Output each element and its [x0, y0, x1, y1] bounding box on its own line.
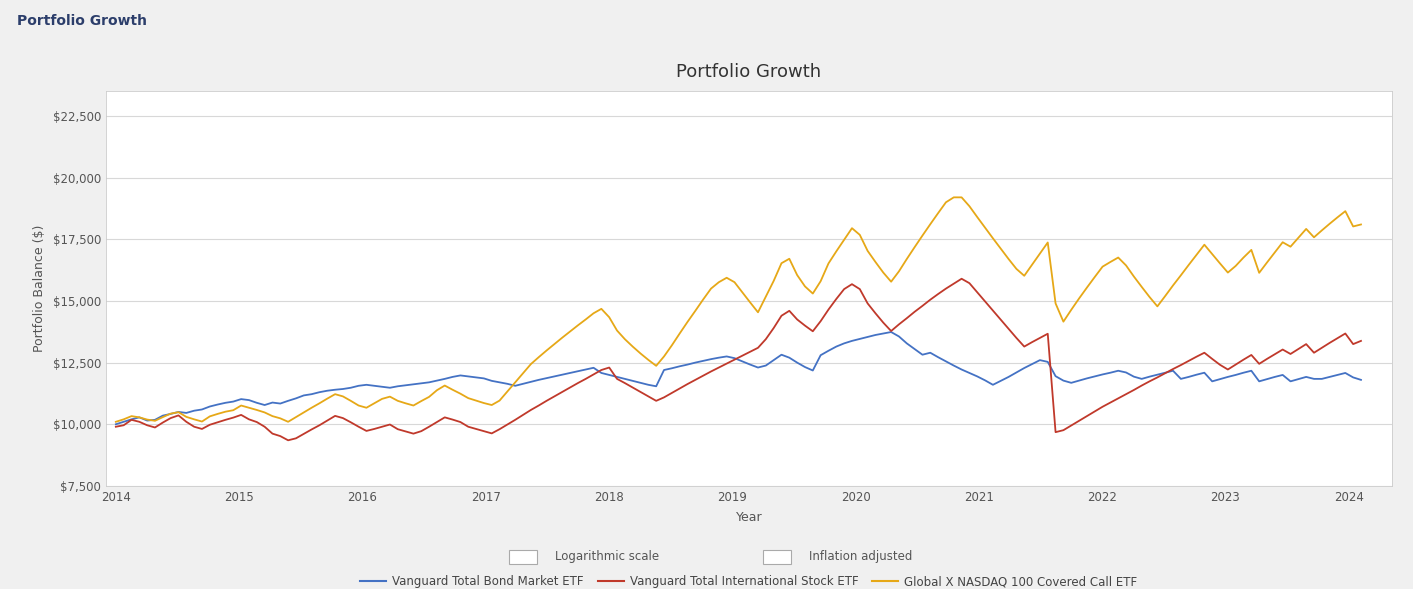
Line: Vanguard Total International Stock ETF: Vanguard Total International Stock ETF: [116, 279, 1361, 441]
Vanguard Total Bond Market ETF: [1133, 375, 1150, 382]
Vanguard Total International Stock ETF: [1352, 337, 1369, 345]
Line: Vanguard Total Bond Market ETF: Vanguard Total Bond Market ETF: [116, 332, 1361, 424]
Vanguard Total Bond Market ETF: [107, 421, 124, 428]
Bar: [509, 550, 537, 564]
Global X NASDAQ 100 Covered Call ETF: [107, 418, 124, 425]
X-axis label: Year: Year: [736, 511, 762, 524]
Text: Portfolio Growth: Portfolio Growth: [17, 14, 147, 28]
Title: Portfolio Growth: Portfolio Growth: [677, 64, 821, 81]
Vanguard Total Bond Market ETF: [797, 363, 814, 370]
Vanguard Total International Stock ETF: [1142, 378, 1159, 385]
Global X NASDAQ 100 Covered Call ETF: [1297, 226, 1314, 233]
Vanguard Total Bond Market ETF: [459, 373, 476, 380]
Text: Logarithmic scale: Logarithmic scale: [554, 550, 658, 564]
Global X NASDAQ 100 Covered Call ETF: [1352, 221, 1369, 228]
Vanguard Total Bond Market ETF: [357, 381, 374, 388]
Global X NASDAQ 100 Covered Call ETF: [945, 194, 962, 201]
Global X NASDAQ 100 Covered Call ETF: [459, 395, 476, 402]
Y-axis label: Portfolio Balance ($): Portfolio Balance ($): [32, 225, 45, 352]
Global X NASDAQ 100 Covered Call ETF: [914, 232, 931, 239]
Vanguard Total International Stock ETF: [468, 425, 485, 432]
Vanguard Total International Stock ETF: [1306, 349, 1323, 356]
Global X NASDAQ 100 Covered Call ETF: [357, 404, 374, 411]
Vanguard Total International Stock ETF: [366, 425, 383, 432]
Vanguard Total Bond Market ETF: [1352, 376, 1369, 383]
Vanguard Total International Stock ETF: [280, 437, 297, 444]
Vanguard Total International Stock ETF: [804, 327, 821, 335]
Bar: [763, 550, 791, 564]
Vanguard Total International Stock ETF: [107, 423, 124, 430]
Vanguard Total Bond Market ETF: [921, 349, 938, 356]
Vanguard Total Bond Market ETF: [1297, 373, 1314, 380]
Vanguard Total Bond Market ETF: [883, 329, 900, 336]
Vanguard Total International Stock ETF: [954, 275, 971, 282]
Vanguard Total International Stock ETF: [921, 296, 938, 303]
Global X NASDAQ 100 Covered Call ETF: [797, 283, 814, 290]
Legend: Vanguard Total Bond Market ETF, Vanguard Total International Stock ETF, Global X: Vanguard Total Bond Market ETF, Vanguard…: [356, 571, 1142, 589]
Text: Inflation adjusted: Inflation adjusted: [808, 550, 913, 564]
Global X NASDAQ 100 Covered Call ETF: [1133, 283, 1150, 290]
Line: Global X NASDAQ 100 Covered Call ETF: Global X NASDAQ 100 Covered Call ETF: [116, 197, 1361, 422]
